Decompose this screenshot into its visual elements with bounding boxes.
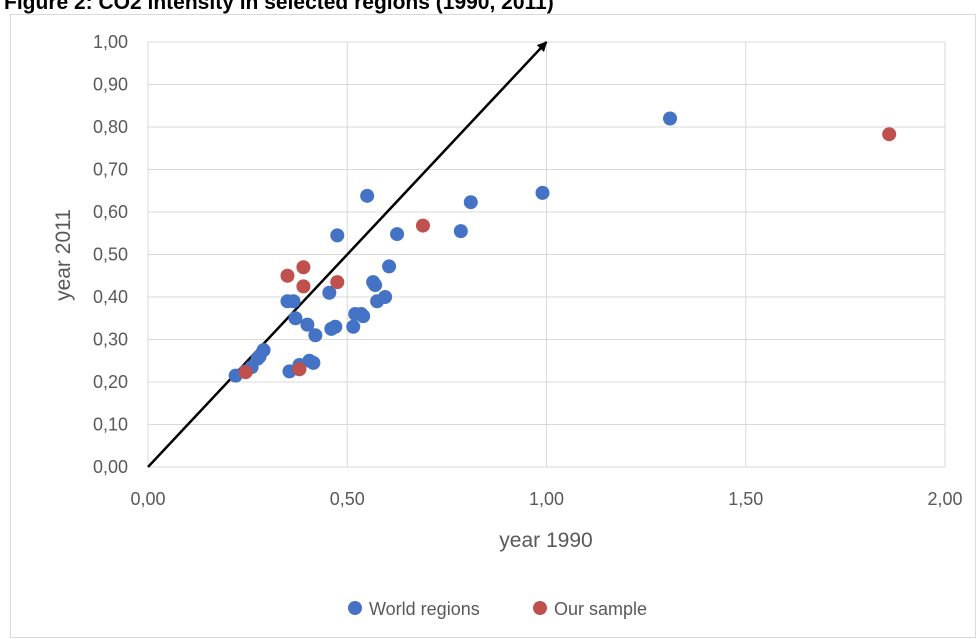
y-tick-label: 0,40 — [93, 287, 128, 307]
point-world-regions — [256, 343, 271, 358]
y-tick-label: 0,60 — [93, 202, 128, 222]
point-world-regions — [368, 278, 383, 293]
legend-label-world-regions: World regions — [369, 599, 480, 619]
x-tick-label: 0,50 — [330, 489, 365, 509]
x-tick-label: 2,00 — [927, 489, 962, 509]
point-our-sample — [280, 268, 295, 283]
point-world-regions — [308, 328, 323, 343]
y-tick-label: 0,80 — [93, 117, 128, 137]
reference-arrow — [147, 41, 548, 468]
point-world-regions — [390, 227, 405, 242]
point-our-sample — [296, 279, 311, 294]
y-tick-label: 0,20 — [93, 372, 128, 392]
point-world-regions — [322, 285, 337, 300]
figure-title: Figure 2: CO2 intensity in selected regi… — [4, 0, 554, 14]
point-world-regions — [306, 355, 321, 370]
point-world-regions — [453, 224, 468, 239]
point-our-sample — [238, 365, 253, 380]
point-our-sample — [296, 260, 311, 275]
y-tick-label: 0,50 — [93, 245, 128, 265]
y-tick-label: 0,10 — [93, 415, 128, 435]
tick-labels: 0,00 0,10 0,20 0,30 0,40 0,50 0,60 0,70 0,80 0,90… — [93, 32, 963, 509]
point-our-sample — [292, 362, 307, 377]
point-world-regions — [330, 228, 345, 243]
legend-label-our-sample: Our sample — [554, 599, 647, 619]
point-world-regions — [463, 195, 478, 210]
chart-area-border — [10, 14, 976, 638]
y-tick-label: 0,30 — [93, 330, 128, 350]
point-world-regions — [535, 185, 550, 200]
point-world-regions — [300, 317, 315, 332]
point-world-regions — [328, 319, 343, 334]
point-world-regions — [288, 311, 303, 326]
point-world-regions — [663, 111, 678, 126]
point-world-regions — [382, 259, 397, 274]
point-world-regions — [360, 188, 375, 203]
point-our-sample — [330, 275, 345, 290]
data-points — [228, 111, 897, 383]
legend-marker-our-sample — [533, 601, 547, 615]
y-tick-label: 0,70 — [93, 160, 128, 180]
point-world-regions — [356, 309, 371, 324]
point-world-regions — [378, 290, 393, 304]
gridlines — [147, 41, 946, 468]
point-our-sample — [415, 218, 430, 233]
x-axis-title: year 1990 — [499, 529, 592, 552]
x-tick-label: 1,50 — [728, 489, 763, 509]
y-tick-label: 1,00 — [93, 32, 128, 52]
point-world-regions — [346, 319, 361, 334]
y-tick-label: 0,00 — [93, 457, 128, 477]
legend-marker-world-regions — [348, 601, 362, 615]
x-tick-label: 0,00 — [130, 489, 165, 509]
x-tick-label: 1,00 — [529, 489, 564, 509]
point-our-sample — [882, 127, 897, 142]
y-axis-title: year 2011 — [52, 209, 75, 301]
y-tick-label: 0,90 — [93, 75, 128, 95]
legend: World regions Our sample — [348, 599, 647, 619]
point-world-regions — [286, 294, 301, 309]
